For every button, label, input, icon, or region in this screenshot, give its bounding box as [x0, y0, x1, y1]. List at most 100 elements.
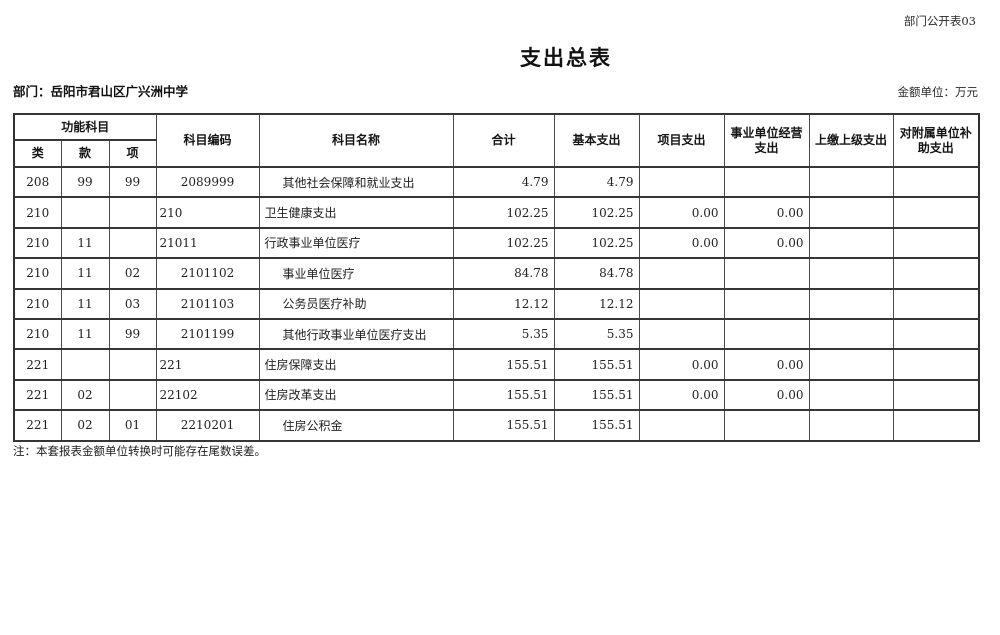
cell-subsidy-expenditure [892, 165, 980, 199]
table-row: 221 221 住房保障支出 155.51 155.51 0.00 0.00 [13, 348, 980, 381]
cell-category-code: 210 [13, 226, 62, 260]
cell-category-code: 221 [13, 378, 62, 412]
cell-basic-expenditure: 102.25 [553, 196, 640, 229]
meta-row: 部门：岳阳市君山区广兴洲中学 金额单位：万元 [13, 81, 978, 100]
header-basic-expenditure: 基本支出 [553, 113, 640, 168]
cell-basic-expenditure: 84.78 [553, 257, 640, 290]
cell-subject-code: 2210201 [155, 409, 260, 442]
cell-section-code: 02 [60, 378, 110, 412]
cell-category-code: 208 [13, 165, 62, 199]
cell-operating-expenditure [723, 257, 810, 290]
document-code: 部门公开表03 [903, 14, 976, 28]
cell-project-expenditure [638, 165, 725, 199]
cell-subsidy-expenditure [892, 317, 980, 351]
cell-section-code [60, 348, 110, 381]
cell-upper-level-expenditure [808, 196, 894, 229]
cell-upper-level-expenditure [808, 378, 894, 412]
cell-item-code: 01 [108, 409, 157, 442]
table-row: 210 11 99 2101199 其他行政事业单位医疗支出 5.35 5.35 [13, 317, 980, 351]
cell-operating-expenditure [723, 317, 810, 351]
cell-subsidy-expenditure [892, 226, 980, 260]
cell-category-code: 221 [13, 348, 62, 381]
cell-basic-expenditure: 102.25 [553, 226, 640, 260]
cell-basic-expenditure: 4.79 [553, 165, 640, 199]
cell-subject-code: 2089999 [155, 165, 260, 199]
cell-upper-level-expenditure [808, 409, 894, 442]
cell-operating-expenditure: 0.00 [723, 226, 810, 260]
cell-upper-level-expenditure [808, 348, 894, 381]
cell-basic-expenditure: 155.51 [553, 378, 640, 412]
cell-total: 155.51 [452, 409, 555, 442]
cell-total: 102.25 [452, 196, 555, 229]
cell-subject-name: 住房保障支出 [258, 348, 454, 381]
cell-basic-expenditure: 155.51 [553, 348, 640, 381]
cell-item-code [108, 196, 157, 229]
header-subsidy-expenditure: 对附属单位补助支出 [892, 113, 980, 168]
table-row: 210 11 03 2101103 公务员医疗补助 12.12 12.12 [13, 287, 980, 320]
cell-section-code: 11 [60, 317, 110, 351]
cell-operating-expenditure: 0.00 [723, 348, 810, 381]
cell-basic-expenditure: 5.35 [553, 317, 640, 351]
header-section: 款 [60, 139, 110, 168]
cell-subject-name: 住房改革支出 [258, 378, 454, 412]
header-subject-code: 科目编码 [155, 113, 260, 168]
header-row-2: 类 款 项 [13, 139, 979, 168]
cell-subject-code: 2101103 [155, 287, 260, 320]
cell-section-code: 99 [60, 165, 110, 199]
cell-item-code: 99 [108, 165, 157, 199]
cell-operating-expenditure [723, 165, 810, 199]
cell-category-code: 210 [13, 287, 62, 320]
cell-category-code: 210 [13, 196, 62, 229]
cell-item-code: 03 [108, 287, 157, 320]
header-subject-name: 科目名称 [258, 113, 454, 168]
expenditure-table: 功能科目 科目编码 科目名称 合计 基本支出 项目支出 事业单位经营支出 上缴上… [13, 113, 981, 442]
footnote: 注：本套报表金额单位转换时可能存在尾数误差。 [13, 444, 266, 458]
cell-subject-name: 住房公积金 [258, 409, 454, 442]
table-row: 210 11 02 2101102 事业单位医疗 84.78 84.78 [13, 257, 980, 290]
cell-upper-level-expenditure [808, 165, 894, 199]
cell-section-code: 02 [60, 409, 110, 442]
cell-subject-name: 卫生健康支出 [258, 196, 454, 229]
cell-subject-code: 22102 [155, 378, 260, 412]
cell-total: 155.51 [452, 378, 555, 412]
cell-item-code [108, 226, 157, 260]
cell-total: 4.79 [452, 165, 555, 199]
cell-subject-name: 事业单位医疗 [258, 257, 454, 290]
cell-subsidy-expenditure [892, 409, 980, 442]
cell-project-expenditure [638, 287, 725, 320]
cell-total: 5.35 [452, 317, 555, 351]
header-operating-expenditure: 事业单位经营支出 [723, 113, 810, 168]
table-body: 208 99 99 2089999 其他社会保障和就业支出 4.79 4.79 210 210 卫… [13, 165, 980, 442]
table-row: 210 210 卫生健康支出 102.25 102.25 0.00 0.00 [13, 196, 980, 229]
cell-upper-level-expenditure [808, 257, 894, 290]
cell-operating-expenditure: 0.00 [723, 196, 810, 229]
cell-item-code [108, 378, 157, 412]
header-functional-subject: 功能科目 [13, 113, 157, 141]
cell-upper-level-expenditure [808, 226, 894, 260]
table-row: 210 11 21011 行政事业单位医疗 102.25 102.25 0.00 0.00 [13, 226, 980, 260]
cell-project-expenditure [638, 409, 725, 442]
cell-total: 155.51 [452, 348, 555, 381]
table-row: 221 02 01 2210201 住房公积金 155.51 155.51 [13, 409, 980, 442]
cell-total: 12.12 [452, 287, 555, 320]
header-category: 类 [13, 139, 62, 168]
page-title: 支出总表 [520, 45, 612, 70]
cell-subject-code: 2101102 [155, 257, 260, 290]
cell-item-code: 99 [108, 317, 157, 351]
cell-total: 102.25 [452, 226, 555, 260]
cell-project-expenditure: 0.00 [638, 196, 725, 229]
cell-subsidy-expenditure [892, 348, 980, 381]
header-upper-level-expenditure: 上缴上级支出 [808, 113, 894, 168]
cell-subsidy-expenditure [892, 378, 980, 412]
cell-upper-level-expenditure [808, 287, 894, 320]
cell-operating-expenditure: 0.00 [723, 378, 810, 412]
cell-category-code: 210 [13, 257, 62, 290]
header-row-1: 功能科目 科目编码 科目名称 合计 基本支出 项目支出 事业单位经营支出 上缴上… [13, 113, 980, 168]
cell-project-expenditure [638, 317, 725, 351]
cell-project-expenditure: 0.00 [638, 226, 725, 260]
cell-subject-name: 公务员医疗补助 [258, 287, 454, 320]
cell-subsidy-expenditure [892, 287, 980, 320]
cell-subject-code: 221 [155, 348, 260, 381]
table-row: 221 02 22102 住房改革支出 155.51 155.51 0.00 0.00 [13, 378, 980, 412]
